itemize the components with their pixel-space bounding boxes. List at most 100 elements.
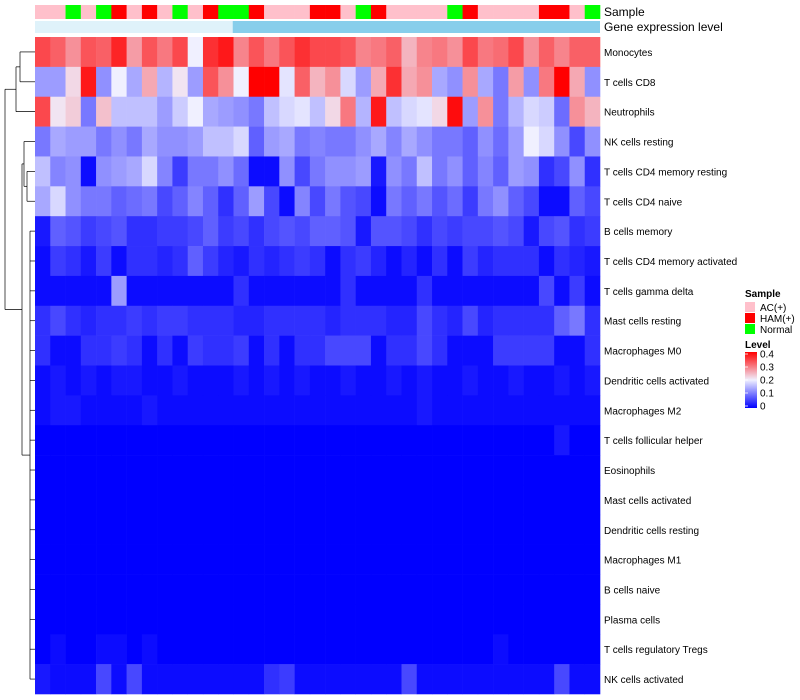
heatmap-cell <box>569 335 586 366</box>
heatmap-cell <box>80 335 97 366</box>
heatmap-cell <box>355 455 372 486</box>
heatmap-cell <box>462 186 479 217</box>
heatmap-cell <box>35 335 51 366</box>
heatmap-cell <box>508 66 524 98</box>
heatmap-cell <box>493 664 509 695</box>
heatmap-cell <box>65 365 82 396</box>
heatmap-cell <box>523 66 540 98</box>
heatmap-cell <box>584 604 601 635</box>
heatmap-cell <box>233 37 250 68</box>
heatmap-cell <box>50 425 66 456</box>
heatmap-cell <box>569 544 586 575</box>
heatmap-cell <box>264 455 280 486</box>
heatmap-cell <box>80 37 97 68</box>
heatmap-cell <box>340 634 356 665</box>
heatmap-cell <box>493 96 509 127</box>
heatmap-cell <box>432 484 448 516</box>
heatmap-cell <box>447 544 463 575</box>
heatmap-cell <box>523 37 540 68</box>
heatmap-cell <box>370 66 387 98</box>
heatmap-cell <box>111 186 127 217</box>
heatmap-cell <box>416 126 433 157</box>
heatmap-cell <box>340 514 356 545</box>
heatmap-cell <box>294 66 311 98</box>
heatmap-cell <box>279 335 295 366</box>
heatmap-cell <box>248 574 265 605</box>
heatmap-cell <box>554 634 570 665</box>
row-label: Monocytes <box>604 48 652 59</box>
heatmap-cell <box>309 156 326 187</box>
sample-annotation-cell <box>523 5 540 19</box>
heatmap-cell <box>126 484 143 516</box>
heatmap-cell <box>126 275 143 307</box>
heatmap-cell <box>355 96 372 127</box>
heatmap-cell <box>538 246 555 277</box>
heatmap-cell <box>401 305 418 336</box>
heatmap-cell <box>111 156 127 187</box>
heatmap-cell <box>325 365 341 396</box>
heatmap-cell <box>279 66 295 98</box>
heatmap-cell <box>218 395 234 426</box>
heatmap-cell <box>111 96 127 127</box>
heatmap-cell <box>432 216 448 247</box>
heatmap-cell <box>96 305 112 336</box>
heatmap-cell <box>202 96 219 127</box>
heatmap-cell <box>279 37 295 68</box>
heatmap-cell <box>523 395 540 426</box>
heatmap-cell <box>340 126 356 157</box>
heatmap-cell <box>35 305 51 336</box>
heatmap-cell <box>340 335 356 366</box>
sample-legend-label: Normal <box>760 325 792 336</box>
heatmap-cell <box>111 66 127 98</box>
heatmap-cell <box>248 246 265 277</box>
heatmap-cell <box>447 425 463 456</box>
heatmap-cell <box>569 365 586 396</box>
heatmap-cell <box>187 544 204 575</box>
heatmap-cell <box>172 574 189 605</box>
row-label: Macrophages M0 <box>604 347 682 358</box>
heatmap-cell <box>294 305 311 336</box>
heatmap-cell <box>279 634 295 665</box>
sample-annotation-cell <box>202 5 219 19</box>
heatmap-cell <box>157 275 173 307</box>
heatmap-cell <box>569 455 586 486</box>
heatmap-cell <box>386 365 402 396</box>
heatmap-cell <box>172 544 189 575</box>
heatmap-cell <box>355 126 372 157</box>
sample-annotation-cell <box>96 5 112 19</box>
heatmap-cell <box>141 335 158 366</box>
heatmap-cell <box>355 574 372 605</box>
sample-annotation-cell <box>355 5 372 19</box>
heatmap-cell <box>401 544 418 575</box>
heatmap-cell <box>447 305 463 336</box>
heatmap-cell <box>35 514 51 545</box>
heatmap-cell <box>325 484 341 516</box>
heatmap-cell <box>248 634 265 665</box>
heatmap-cell <box>416 604 433 635</box>
heatmap-cell <box>65 246 82 277</box>
heatmap-cell <box>35 395 51 426</box>
heatmap-cell <box>141 186 158 217</box>
sample-legend-swatch <box>745 313 755 323</box>
heatmap-cell <box>462 246 479 277</box>
heatmap-cell <box>538 604 555 635</box>
heatmap-cell <box>370 455 387 486</box>
heatmap-cell <box>218 126 234 157</box>
heatmap-cell <box>569 664 586 695</box>
sample-annotation-cell <box>264 5 280 19</box>
heatmap-cell <box>508 156 524 187</box>
heatmap-cell <box>538 275 555 307</box>
heatmap-cell <box>554 275 570 307</box>
heatmap-cell <box>493 335 509 366</box>
heatmap-cell <box>141 66 158 98</box>
heatmap-cell <box>264 275 280 307</box>
heatmap-cell <box>416 455 433 486</box>
heatmap-cell <box>126 37 143 68</box>
row-label: Dendritic cells activated <box>604 376 709 387</box>
heatmap-cell <box>233 574 250 605</box>
heatmap-cell <box>157 425 173 456</box>
heatmap-cell <box>401 246 418 277</box>
heatmap-cell <box>35 126 51 157</box>
heatmap-cell <box>554 216 570 247</box>
heatmap-cell <box>386 574 402 605</box>
